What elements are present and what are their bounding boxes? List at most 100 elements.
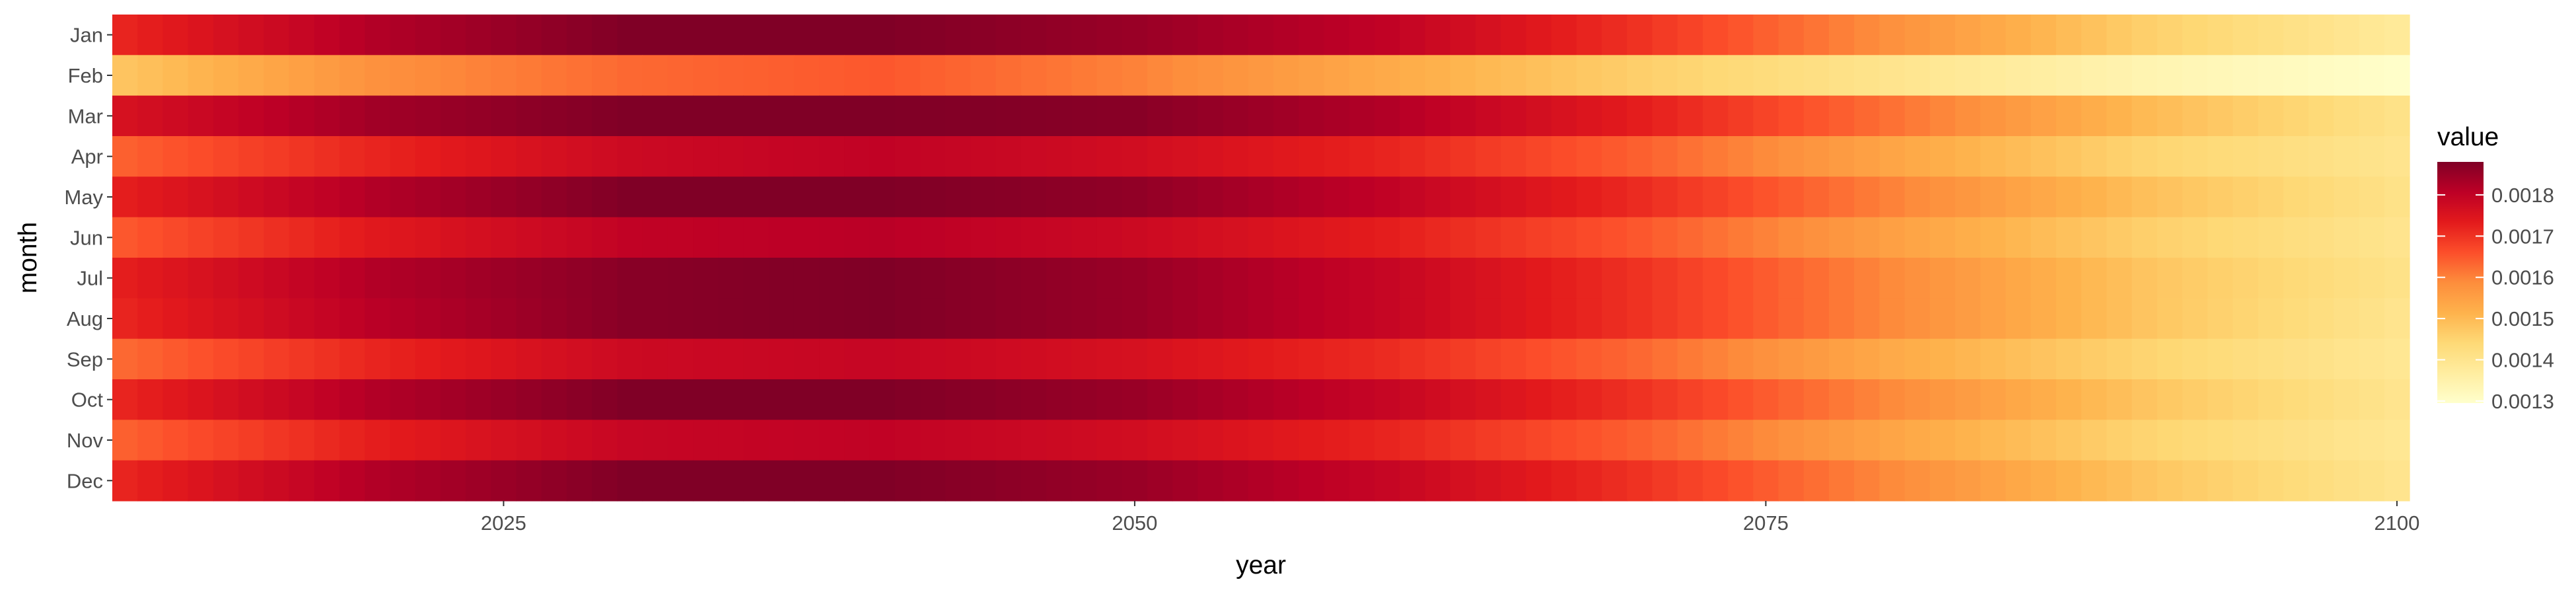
heatmap-cell [1702,338,1729,380]
heatmap-cell [2106,338,2133,380]
heatmap-cell [415,298,441,340]
heatmap-cell [2056,55,2082,96]
heatmap-cell [1803,176,1830,218]
heatmap-cell [819,95,845,137]
heatmap-cell [1299,258,1325,299]
heatmap-cell [1122,217,1148,258]
heatmap-cell [667,258,694,299]
heatmap-cell [516,258,542,299]
heatmap-cell [1627,55,1653,96]
heatmap-cell [2157,338,2183,380]
heatmap-cell [1652,258,1678,299]
heatmap-cell [365,460,391,502]
heatmap-cell [188,136,214,177]
heatmap-cell [162,217,189,258]
heatmap-cell [1753,298,1779,340]
heatmap-cell [1349,420,1375,461]
x-tick-label: 2025 [481,511,526,535]
heatmap-cell [1324,95,1350,137]
heatmap-cell [2233,55,2259,96]
heatmap-cell [1172,258,1199,299]
heatmap-cell [2334,95,2360,137]
heatmap-cell [1501,217,1526,258]
heatmap-cell [1955,55,1981,96]
heatmap-cell [617,55,643,96]
heatmap-cell [1955,379,1981,420]
heatmap-cell [1425,95,1451,137]
heatmap-cell [1147,379,1173,420]
heatmap-cell [137,136,164,177]
heatmap-cell [1374,460,1400,502]
heatmap-cell [995,95,1022,137]
heatmap-cell [1526,176,1552,218]
heatmap-cell [1020,460,1047,502]
heatmap-cell [2334,55,2360,96]
heatmap-cell [592,379,618,420]
heatmap-cell [1046,420,1072,461]
x-axis-title: year [1236,551,1286,579]
heatmap-cell [2207,176,2234,218]
heatmap-row-jan [112,15,2410,56]
heatmap-cell [2334,420,2360,461]
heatmap-cell [238,55,264,96]
heatmap-cell [1576,15,1602,56]
heatmap-cell [1273,55,1299,96]
heatmap-cell [1172,217,1199,258]
heatmap-cell [1198,136,1224,177]
heatmap-cell [1324,176,1350,218]
heatmap-cell [1702,136,1729,177]
heatmap-cell [137,15,164,56]
heatmap-cell [743,460,769,502]
heatmap-cell [995,15,1022,56]
heatmap-cell [2005,55,2032,96]
heatmap-cell [844,55,871,96]
heatmap-cell [1450,176,1476,218]
heatmap-cell [693,258,719,299]
heatmap-cell [1904,136,1931,177]
heatmap-cell [1828,136,1855,177]
heatmap-cell [2283,338,2309,380]
heatmap-cell [995,460,1022,502]
heatmap-cell [390,176,416,218]
heatmap-cell [617,217,643,258]
heatmap-cell [1677,15,1703,56]
heatmap-cell [541,420,567,461]
heatmap-cell [2157,15,2183,56]
heatmap-cell [1677,136,1703,177]
heatmap-cell [1854,136,1880,177]
heatmap-cell [466,15,491,56]
heatmap-cell [1526,338,1552,380]
heatmap-cell [1198,55,1224,96]
heatmap-cell [1879,55,1906,96]
heatmap-cell [1526,379,1552,420]
heatmap-cell [1046,55,1072,96]
heatmap-cell [1980,298,2007,340]
heatmap-cell [440,136,466,177]
heatmap-cell [1778,176,1805,218]
heatmap-cell [1198,420,1224,461]
heatmap-cell [541,379,567,420]
y-axis: Jan Feb Mar Apr May Jun Jul Aug Sep Oct Nov Dec [64,24,112,492]
heatmap-cell [793,460,820,502]
heatmap-cell [1627,460,1653,502]
y-axis-title: month [14,222,42,293]
heatmap-cell [693,55,719,96]
heatmap-row-sep [112,338,2410,380]
heatmap-cell [1778,95,1805,137]
heatmap-cell [2030,217,2057,258]
heatmap-cell [339,258,365,299]
heatmap-cell [1096,420,1123,461]
heatmap-cell [819,15,845,56]
heatmap-cell [945,176,972,218]
heatmap-cell [1576,298,1602,340]
heatmap-cell [1828,217,1855,258]
heatmap-cell [1955,460,1981,502]
heatmap-cell [314,55,340,96]
heatmap-cell [693,136,719,177]
heatmap-cell [365,217,391,258]
heatmap-cell [1071,258,1098,299]
heatmap-cell [1425,136,1451,177]
heatmap-cell [1702,15,1729,56]
heatmap-cell [844,15,871,56]
heatmap-cell [2359,136,2385,177]
